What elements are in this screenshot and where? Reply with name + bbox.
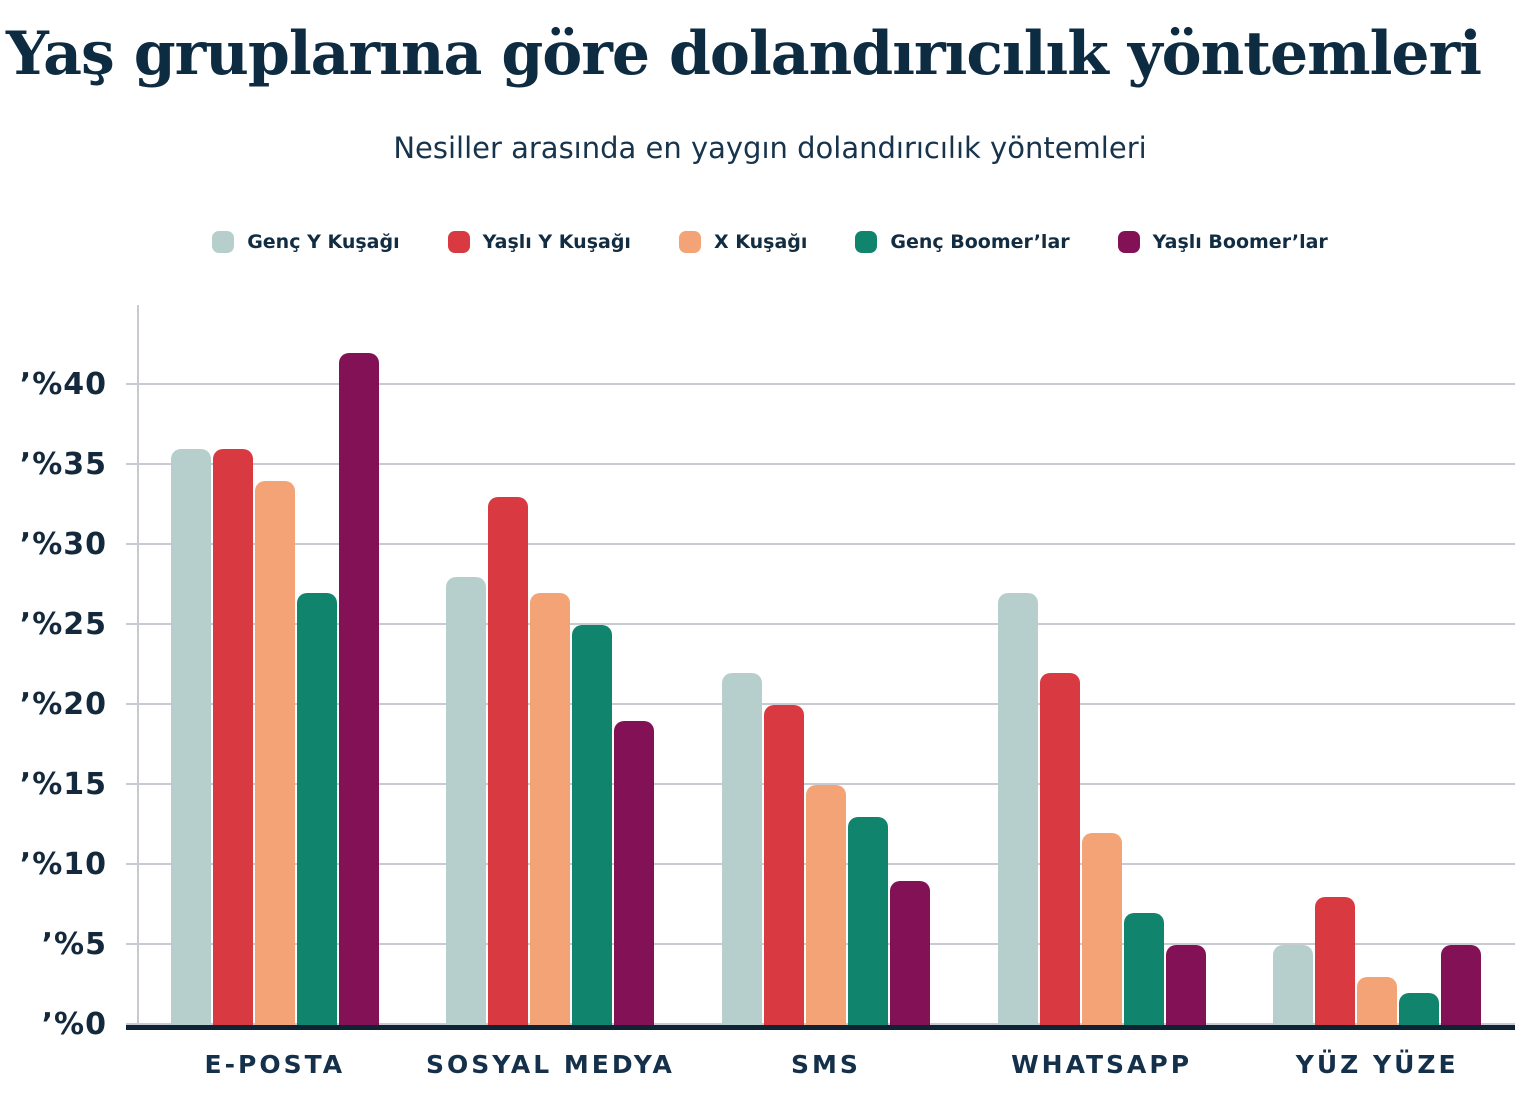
- x-axis-line: [126, 1025, 1515, 1030]
- legend-chip: [447, 231, 470, 253]
- y-axis-tick: [126, 783, 137, 785]
- legend-chip: [1117, 231, 1140, 253]
- bar: [805, 785, 846, 1025]
- bar: [488, 497, 529, 1025]
- legend-item: Genç Boomer’lar: [855, 231, 1070, 253]
- legend-label: Yaşlı Y Kuşağı: [482, 231, 631, 253]
- bar-group: [137, 305, 413, 1025]
- legend: Genç Y Kuşağı Yaşlı Y Kuşağı X Kuşağı Genç …: [0, 231, 1540, 253]
- bar: [572, 625, 613, 1025]
- y-axis-label: ’%15: [19, 767, 107, 802]
- bar: [1123, 913, 1164, 1025]
- category-label: E-POSTA: [204, 1050, 346, 1079]
- gridline-35: [137, 463, 1515, 465]
- category-label: SMS: [791, 1050, 861, 1079]
- y-axis-tick: [126, 703, 137, 705]
- y-axis-line: [137, 305, 139, 1025]
- bar: [997, 593, 1038, 1025]
- bar: [1165, 945, 1206, 1025]
- category-label: WHATSAPP: [1011, 1050, 1193, 1079]
- plot-area: ’%0 ’%5 ’%10 ’%15 ’%20 ’%25 ’%30 ’%35 ’%40: [20, 305, 1515, 1041]
- legend-label: Genç Boomer’lar: [890, 231, 1070, 253]
- legend-label: X Kuşağı: [713, 231, 808, 253]
- y-axis-tick: [126, 383, 137, 385]
- bar: [170, 449, 211, 1025]
- y-axis-tick: [126, 543, 137, 545]
- gridline-30: [137, 543, 1515, 545]
- legend-label: Genç Y Kuşağı: [247, 231, 400, 253]
- bar: [1399, 993, 1440, 1025]
- bar-group: [964, 305, 1240, 1025]
- bar: [847, 817, 888, 1025]
- category-label: YÜZ YÜZE: [1295, 1050, 1459, 1079]
- gridline-20: [137, 703, 1515, 705]
- bar: [1357, 977, 1398, 1025]
- bar: [763, 705, 804, 1025]
- legend-chip: [678, 231, 701, 253]
- y-axis-label: ’%20: [19, 687, 107, 722]
- y-axis-tick: [126, 1023, 137, 1025]
- bar: [530, 593, 571, 1025]
- bar: [1315, 897, 1356, 1025]
- legend-chip: [212, 231, 235, 253]
- y-axis-tick: [126, 463, 137, 465]
- y-axis-tick: [126, 623, 137, 625]
- legend-label: Yaşlı Boomer’lar: [1152, 231, 1328, 253]
- bar: [446, 577, 487, 1025]
- bar-group: [1239, 305, 1515, 1025]
- gridline-25: [137, 623, 1515, 625]
- bar: [338, 353, 379, 1025]
- y-axis-tick: [126, 943, 137, 945]
- bar-group: [413, 305, 689, 1025]
- y-axis-label: ’%35: [19, 447, 107, 482]
- category-label: SOSYAL MEDYA: [425, 1050, 675, 1079]
- bar: [889, 881, 930, 1025]
- gridline-40: [137, 383, 1515, 385]
- legend-item: X Kuşağı: [678, 231, 808, 253]
- bar: [254, 481, 295, 1025]
- y-axis-label: ’%25: [19, 607, 107, 642]
- y-axis-label: ’%5: [41, 927, 107, 962]
- bar: [1039, 673, 1080, 1025]
- gridline-15: [137, 783, 1515, 785]
- y-axis-label: ’%0: [41, 1007, 107, 1042]
- bar: [212, 449, 253, 1025]
- bar: [1081, 833, 1122, 1025]
- y-axis-label: ’%30: [19, 527, 107, 562]
- legend-item: Yaşlı Y Kuşağı: [447, 231, 631, 253]
- y-axis-label: ’%40: [19, 367, 107, 402]
- y-axis-label: ’%10: [19, 847, 107, 882]
- chart-title: Yaş gruplarına göre dolandırıcılık yönte…: [6, 19, 1482, 89]
- legend-item: Genç Y Kuşağı: [212, 231, 400, 253]
- bar: [721, 673, 762, 1025]
- y-axis-tick: [126, 863, 137, 865]
- bar-groups: [137, 305, 1515, 1025]
- bar: [296, 593, 337, 1025]
- bar-group: [688, 305, 964, 1025]
- category-labels: E-POSTA SOSYAL MEDYA SMS WHATSAPP YÜZ YÜZE: [137, 1050, 1515, 1079]
- legend-item: Yaşlı Boomer’lar: [1117, 231, 1328, 253]
- bar: [614, 721, 655, 1025]
- chart-subtitle: Nesiller arasında en yaygın dolandırıcıl…: [393, 131, 1147, 165]
- bar: [1441, 945, 1482, 1025]
- legend-chip: [855, 231, 878, 253]
- bar: [1273, 945, 1314, 1025]
